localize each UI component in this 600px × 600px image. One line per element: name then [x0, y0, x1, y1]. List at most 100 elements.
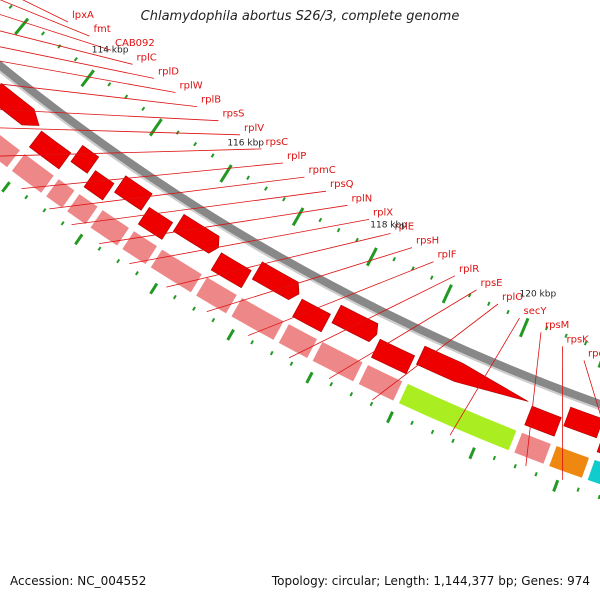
gene-label-rpmC[interactable]: rpmC — [309, 165, 336, 176]
scale-tick — [365, 247, 378, 267]
scale-tick — [544, 325, 549, 331]
callout-line-rpsH — [206, 247, 413, 313]
cog-block-rpsC — [0, 134, 21, 169]
scale-tick — [141, 106, 146, 112]
gene-label-rplW[interactable]: rplW — [180, 81, 203, 92]
gene-arrow-rplF — [251, 261, 300, 301]
gene-arrow-rpsQ — [83, 170, 115, 201]
scale-tick — [451, 438, 455, 444]
gene-label-CAB092[interactable]: CAB092 — [115, 38, 155, 49]
scale-tick — [246, 175, 250, 181]
scale-tick — [336, 227, 341, 233]
scale-tick — [386, 411, 394, 424]
gene-label-rplR[interactable]: rplR — [459, 264, 479, 275]
scale-tick — [149, 282, 159, 295]
gene-label-rplN[interactable]: rplN — [352, 193, 373, 204]
scale-tick — [492, 455, 497, 461]
callout-line-rpsM — [525, 332, 542, 467]
gene-label-rpsH[interactable]: rpsH — [416, 236, 439, 247]
gene-label-rplF[interactable]: rplF — [438, 250, 457, 261]
gene-label-lpxA[interactable]: lpxA — [72, 10, 94, 21]
gene-label-rplB[interactable]: rplB — [201, 95, 221, 106]
cog-block-rpoA — [586, 458, 600, 485]
cog-color-band — [0, 134, 600, 485]
gene-label-rpsS[interactable]: rpsS — [223, 109, 245, 120]
gene-arrow-rplX — [137, 206, 174, 240]
gene-label-secY[interactable]: secY — [524, 306, 548, 317]
scale-tick — [135, 271, 139, 276]
gene-label-rplO[interactable]: rplO — [502, 292, 523, 303]
gene-label-rplP[interactable]: rplP — [287, 151, 306, 162]
scale-tick — [506, 309, 510, 315]
callout-line-rpmC — [49, 176, 305, 210]
gene-label-rpsK[interactable]: rpsK — [567, 334, 590, 345]
gene-arrow-rpsK — [563, 406, 600, 439]
scale-tick — [576, 487, 580, 492]
scale-tick — [40, 31, 46, 36]
gene-label-callouts: lpxAfmtCAB092rplCrplDrplWrplBrpsSrplVrps… — [0, 0, 600, 480]
callout-line-rplB — [0, 83, 198, 107]
cog-block-rpsQ — [66, 192, 99, 226]
scale-tick — [355, 237, 359, 243]
cog-block-rpsM — [513, 431, 552, 465]
scale-label: 114 kbp — [92, 45, 129, 55]
scale-tick — [57, 44, 62, 49]
scale-tick — [148, 118, 163, 137]
scale-tick — [42, 208, 47, 213]
scale-tick — [349, 391, 354, 397]
callout-line-rpsS — [0, 109, 219, 122]
cog-block-rpsK — [548, 444, 591, 479]
scale-tick — [210, 153, 215, 158]
scale-tick — [73, 57, 78, 62]
scale-tick — [60, 221, 65, 226]
gene-label-rplD[interactable]: rplD — [158, 66, 179, 77]
cog-block-rpsH — [195, 276, 238, 315]
scale-tick — [430, 429, 435, 435]
gene-label-rpsM[interactable]: rpsM — [545, 320, 569, 331]
callout-line-rplF — [248, 261, 434, 336]
gene-label-rpoA[interactable]: rpoA — [588, 348, 600, 359]
scale-ticks — [1, 4, 600, 500]
gene-label-rplV[interactable]: rplV — [244, 123, 264, 134]
scale-tick — [513, 464, 517, 469]
scale-tick — [226, 328, 235, 341]
cog-block-rplR — [277, 323, 319, 360]
gene-label-rpsE[interactable]: rpsE — [481, 278, 503, 289]
callout-line-rplD — [0, 46, 155, 79]
callout-line-CAB092 — [0, 14, 112, 51]
scale-tick — [318, 217, 323, 223]
scale-label: 118 kbp — [370, 220, 407, 230]
gene-label-fmt[interactable]: fmt — [94, 24, 111, 35]
cog-block-rplN — [89, 209, 131, 247]
gene-label-rplX[interactable]: rplX — [373, 207, 393, 218]
map-title: Chlamydophila abortus S26/3, complete ge… — [140, 9, 460, 24]
cog-block-rplE — [149, 248, 203, 294]
scale-tick — [329, 382, 334, 387]
callout-line-rplX — [129, 219, 370, 265]
gene-label-rplE[interactable]: rplE — [395, 222, 415, 233]
callout-line-rpsC — [0, 148, 262, 157]
scale-tick — [107, 82, 112, 87]
scale-tick — [269, 350, 274, 356]
callout-line-rpoA — [583, 360, 600, 415]
gene-arrow-rpsC — [0, 83, 40, 126]
callout-line-rplC — [0, 30, 133, 65]
callout-line-rplR — [288, 275, 456, 359]
cog-block-secY — [397, 382, 518, 452]
scale-tick — [124, 94, 129, 99]
scale-tick — [583, 341, 588, 346]
gene-label-rpsC[interactable]: rpsC — [266, 137, 289, 148]
gene-label-rplC[interactable]: rplC — [137, 52, 157, 63]
scale-tick — [552, 479, 560, 492]
scale-tick — [1, 181, 11, 193]
cog-block-rpmC — [45, 178, 76, 209]
scale-tick — [250, 340, 254, 345]
scale-tick — [441, 284, 453, 304]
scale-tick — [14, 17, 30, 36]
callout-line-rplP — [21, 162, 284, 189]
gene-label-rpsQ[interactable]: rpsQ — [330, 179, 354, 190]
scale-tick — [192, 306, 196, 311]
callout-line-fmt — [0, 0, 90, 37]
